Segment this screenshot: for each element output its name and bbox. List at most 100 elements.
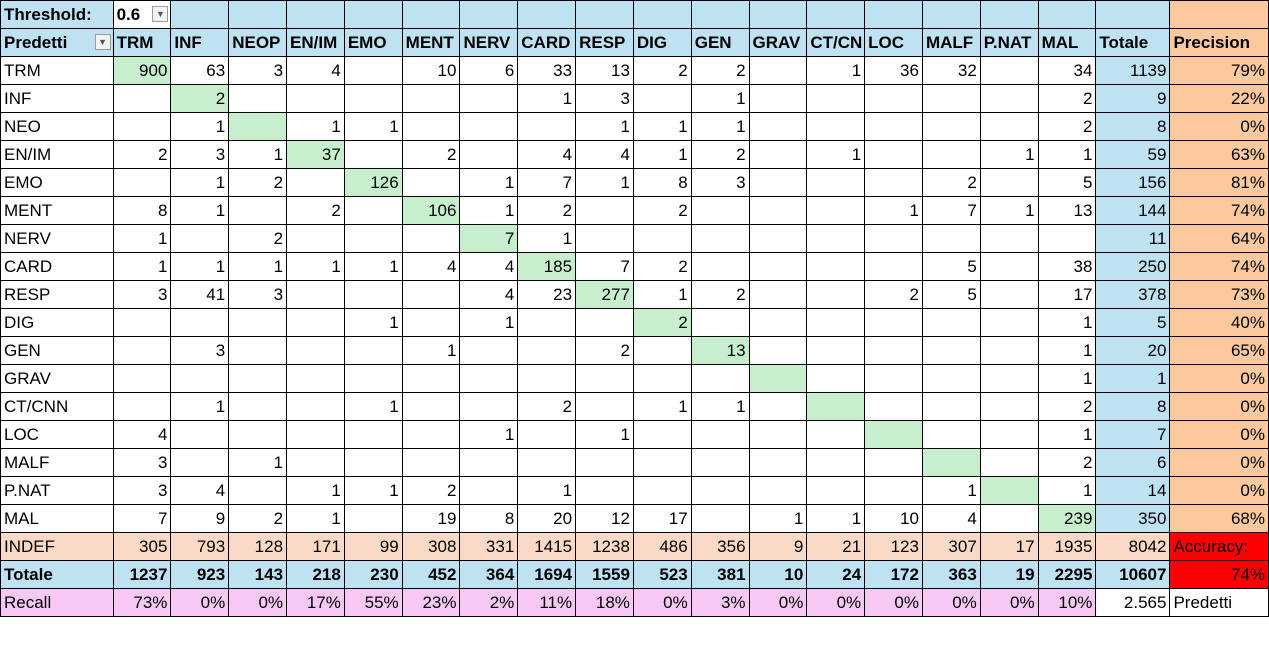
matrix-cell[interactable] (748, 308, 808, 337)
row-total-cell[interactable]: 1139 (1095, 56, 1171, 85)
matrix-cell[interactable]: 1 (517, 224, 577, 253)
recall-cell[interactable]: 0% (979, 588, 1039, 617)
matrix-cell[interactable]: 4 (459, 280, 519, 309)
recall-cell[interactable]: 0% (806, 588, 866, 617)
matrix-cell[interactable]: 9 (170, 504, 230, 533)
matrix-cell[interactable]: 1 (806, 56, 866, 85)
blank-header-cell[interactable] (864, 0, 923, 29)
matrix-cell[interactable] (459, 112, 519, 141)
matrix-cell[interactable] (864, 308, 923, 337)
matrix-cell[interactable] (286, 84, 345, 113)
recall-cell[interactable]: 11% (517, 588, 577, 617)
matrix-cell[interactable] (286, 308, 345, 337)
indef-cell[interactable]: 1238 (575, 532, 634, 561)
totale-cell[interactable]: 10 (748, 560, 808, 589)
matrix-cell[interactable] (806, 112, 866, 141)
matrix-cell[interactable]: 2 (228, 224, 288, 253)
matrix-cell[interactable]: 1 (921, 476, 981, 505)
matrix-cell[interactable] (979, 84, 1039, 113)
column-header[interactable]: TRM (112, 28, 172, 57)
blank-header-cell[interactable] (632, 0, 692, 29)
matrix-cell[interactable] (864, 140, 923, 169)
totale-cell[interactable]: 1237 (112, 560, 172, 589)
matrix-cell[interactable]: 8 (632, 168, 692, 197)
row-total-cell[interactable]: 9 (1095, 84, 1171, 113)
chevron-down-icon[interactable]: ▼ (152, 6, 169, 22)
diagonal-cell[interactable] (806, 392, 866, 421)
matrix-cell[interactable] (632, 224, 692, 253)
row-total-cell[interactable]: 1 (1095, 364, 1171, 393)
row-total-cell[interactable]: 378 (1095, 280, 1171, 309)
row-total-cell[interactable]: 14 (1095, 476, 1171, 505)
matrix-cell[interactable] (170, 308, 230, 337)
matrix-cell[interactable]: 2 (690, 280, 750, 309)
matrix-cell[interactable]: 2 (517, 392, 577, 421)
diagonal-cell[interactable]: 13 (690, 336, 750, 365)
matrix-cell[interactable]: 23 (517, 280, 577, 309)
matrix-cell[interactable] (517, 336, 577, 365)
matrix-cell[interactable]: 2 (632, 196, 692, 225)
diagonal-cell[interactable] (921, 448, 981, 477)
row-total-cell[interactable]: 6 (1095, 448, 1171, 477)
matrix-cell[interactable] (632, 84, 692, 113)
matrix-cell[interactable] (343, 420, 403, 449)
matrix-cell[interactable] (748, 140, 808, 169)
matrix-cell[interactable] (806, 84, 866, 113)
matrix-cell[interactable]: 4 (517, 140, 577, 169)
matrix-cell[interactable]: 1 (806, 140, 866, 169)
matrix-cell[interactable]: 2 (401, 476, 461, 505)
matrix-cell[interactable] (921, 140, 981, 169)
blank-header-cell[interactable] (1037, 0, 1097, 29)
matrix-cell[interactable] (748, 280, 808, 309)
matrix-cell[interactable] (401, 420, 461, 449)
precision-cell[interactable]: 22% (1169, 84, 1269, 113)
matrix-cell[interactable] (690, 308, 750, 337)
diagonal-cell[interactable]: 239 (1037, 504, 1097, 533)
matrix-cell[interactable]: 7 (517, 168, 577, 197)
matrix-cell[interactable]: 2 (575, 336, 634, 365)
totale-cell[interactable]: 218 (286, 560, 345, 589)
matrix-cell[interactable]: 1 (1037, 140, 1097, 169)
accuracy-label[interactable]: Accuracy: (1169, 532, 1269, 561)
matrix-cell[interactable] (979, 420, 1039, 449)
matrix-cell[interactable] (517, 448, 577, 477)
recall-cell[interactable]: 0% (864, 588, 923, 617)
precision-cell[interactable]: 0% (1169, 364, 1269, 393)
diagonal-cell[interactable]: 106 (401, 196, 461, 225)
matrix-cell[interactable] (979, 112, 1039, 141)
matrix-cell[interactable]: 10 (864, 504, 923, 533)
row-label[interactable]: NEO (0, 112, 114, 141)
column-header[interactable]: CT/CN (806, 28, 866, 57)
matrix-cell[interactable]: 1 (401, 336, 461, 365)
matrix-cell[interactable] (112, 168, 172, 197)
row-label[interactable]: MAL (0, 504, 114, 533)
column-header[interactable]: NEOP (228, 28, 288, 57)
matrix-cell[interactable] (401, 168, 461, 197)
matrix-cell[interactable] (748, 84, 808, 113)
blank-header-cell[interactable] (401, 0, 461, 29)
matrix-cell[interactable]: 1 (1037, 336, 1097, 365)
row-label[interactable]: TRM (0, 56, 114, 85)
indef-cell[interactable]: 305 (112, 532, 172, 561)
precision-cell[interactable]: 74% (1169, 196, 1269, 225)
row-label[interactable]: P.NAT (0, 476, 114, 505)
matrix-cell[interactable] (112, 112, 172, 141)
matrix-cell[interactable] (343, 84, 403, 113)
blank-header-cell[interactable] (748, 0, 808, 29)
matrix-cell[interactable] (632, 364, 692, 393)
matrix-cell[interactable] (864, 392, 923, 421)
matrix-cell[interactable]: 33 (517, 56, 577, 85)
matrix-cell[interactable]: 3 (112, 280, 172, 309)
blank-header-cell[interactable] (343, 0, 403, 29)
matrix-cell[interactable]: 1 (170, 392, 230, 421)
matrix-cell[interactable]: 4 (459, 252, 519, 281)
matrix-cell[interactable] (459, 392, 519, 421)
matrix-cell[interactable]: 2 (286, 196, 345, 225)
column-header[interactable]: MALF (921, 28, 981, 57)
precision-cell[interactable]: 74% (1169, 252, 1269, 281)
matrix-cell[interactable] (632, 448, 692, 477)
matrix-cell[interactable] (979, 504, 1039, 533)
matrix-cell[interactable]: 1 (632, 112, 692, 141)
matrix-cell[interactable]: 1 (112, 224, 172, 253)
matrix-cell[interactable] (979, 224, 1039, 253)
